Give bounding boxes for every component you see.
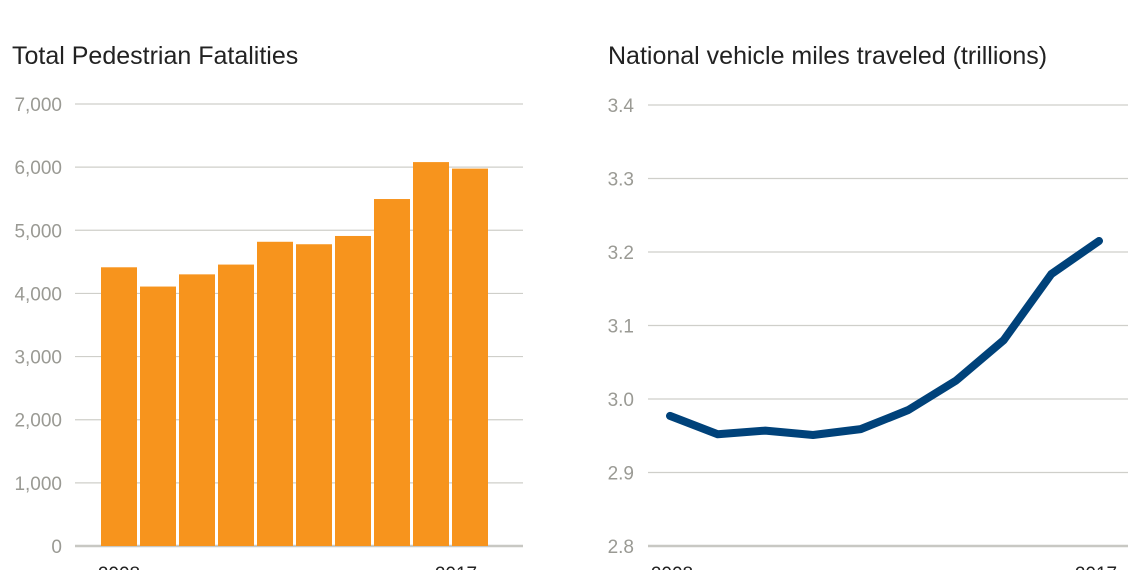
y-tick-label: 2.8 bbox=[608, 537, 634, 558]
bar bbox=[374, 199, 410, 546]
line-chart: 2.8 2.9 3.0 3.1 3.2 3.3 3.4 2008 2017 bbox=[608, 96, 1128, 570]
y-tick-label: 3.2 bbox=[608, 243, 634, 264]
bar bbox=[101, 267, 137, 546]
y-tick-label: 6,000 bbox=[14, 158, 62, 179]
y-tick-label: 3.4 bbox=[608, 96, 635, 117]
y-tick-label: 3.0 bbox=[608, 390, 634, 411]
y-tick-label: 1,000 bbox=[14, 474, 62, 495]
bar bbox=[179, 274, 215, 546]
x-tick-label: 2008 bbox=[98, 564, 140, 570]
bar bbox=[218, 264, 254, 546]
bar bbox=[413, 162, 449, 546]
bar bbox=[296, 244, 332, 546]
x-tick-label: 2017 bbox=[1075, 564, 1117, 570]
x-tick-label: 2017 bbox=[435, 564, 477, 570]
y-tick-label: 5,000 bbox=[14, 221, 62, 242]
y-tick-label: 2,000 bbox=[14, 411, 62, 432]
bar-chart: 0 1,000 2,000 3,000 4,000 5,000 6,000 7,000 2008… bbox=[14, 95, 523, 570]
bar bbox=[140, 286, 176, 546]
bar bbox=[452, 168, 488, 546]
y-tick-label: 3.3 bbox=[608, 170, 634, 191]
y-tick-label: 0 bbox=[51, 537, 62, 558]
y-tick-label: 2.9 bbox=[608, 464, 634, 485]
x-tick-label: 2008 bbox=[651, 564, 693, 570]
line-chart-title: National vehicle miles traveled (trillio… bbox=[608, 42, 1047, 70]
y-tick-label: 4,000 bbox=[14, 284, 62, 305]
bar bbox=[257, 241, 293, 546]
y-tick-label: 3.1 bbox=[608, 317, 634, 338]
bar-chart-title: Total Pedestrian Fatalities bbox=[12, 42, 298, 70]
y-tick-label: 3,000 bbox=[14, 348, 62, 369]
y-tick-label: 7,000 bbox=[14, 95, 62, 116]
series-line bbox=[666, 236, 1103, 440]
bar bbox=[335, 235, 371, 546]
